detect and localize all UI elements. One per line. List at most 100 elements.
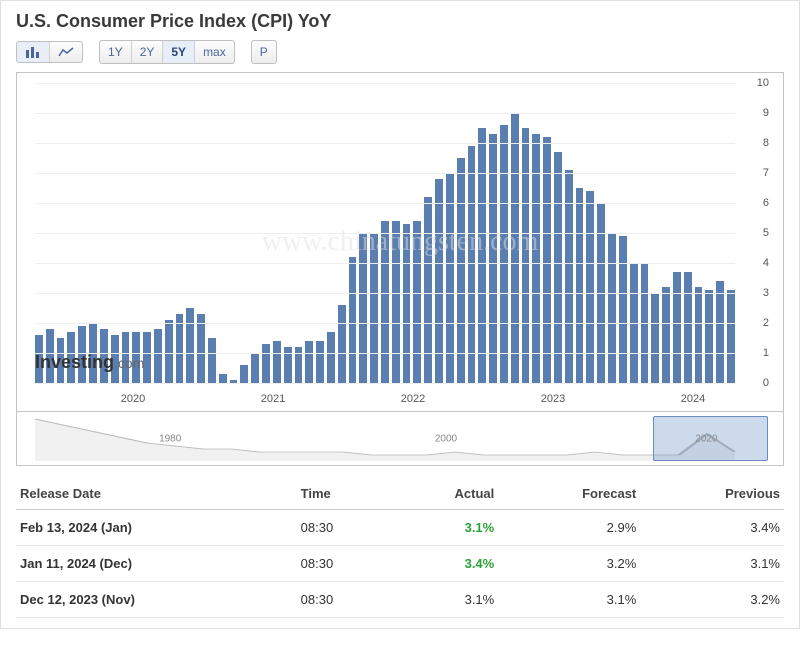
col-header: Forecast bbox=[498, 478, 640, 510]
table-row[interactable]: Feb 13, 2024 (Jan)08:303.1%2.9%3.4% bbox=[16, 510, 784, 546]
bar bbox=[327, 332, 335, 383]
bar bbox=[446, 173, 454, 383]
y-tick: 9 bbox=[763, 107, 769, 119]
x-tick: 2024 bbox=[681, 393, 705, 405]
bar bbox=[165, 320, 173, 383]
bar bbox=[695, 287, 703, 383]
cell: 3.1% bbox=[389, 582, 498, 618]
y-tick: 5 bbox=[763, 227, 769, 239]
bar bbox=[727, 290, 735, 383]
cell: Jan 11, 2024 (Dec) bbox=[16, 546, 297, 582]
y-tick: 8 bbox=[763, 137, 769, 149]
chart-type-bars-button[interactable] bbox=[17, 42, 50, 62]
bar bbox=[716, 281, 724, 383]
table-row[interactable]: Dec 12, 2023 (Nov)08:303.1%3.1%3.2% bbox=[16, 582, 784, 618]
bar bbox=[197, 314, 205, 383]
bar bbox=[208, 338, 216, 383]
print-button[interactable]: P bbox=[252, 41, 276, 63]
chart-type-group bbox=[16, 41, 83, 63]
chart-toolbar: 1Y2Y5Ymax P bbox=[16, 40, 784, 64]
cell: 2.9% bbox=[498, 510, 640, 546]
bar bbox=[392, 221, 400, 383]
bar bbox=[662, 287, 670, 383]
mini-x-tick: 2000 bbox=[435, 433, 457, 444]
print-group: P bbox=[251, 40, 277, 64]
bar bbox=[684, 272, 692, 383]
cell: 3.1% bbox=[640, 546, 784, 582]
cell: 3.1% bbox=[498, 582, 640, 618]
bar bbox=[522, 128, 530, 383]
bar bbox=[424, 197, 432, 383]
y-tick: 0 bbox=[763, 377, 769, 389]
y-tick: 10 bbox=[757, 77, 769, 89]
range-max-button[interactable]: max bbox=[195, 41, 234, 63]
range-group: 1Y2Y5Ymax bbox=[99, 40, 235, 64]
cell: 3.4% bbox=[640, 510, 784, 546]
range-5y-button[interactable]: 5Y bbox=[163, 41, 195, 63]
col-header: Time bbox=[297, 478, 390, 510]
x-tick: 2021 bbox=[261, 393, 285, 405]
bar bbox=[359, 233, 367, 383]
bar bbox=[554, 152, 562, 383]
col-header: Release Date bbox=[16, 478, 297, 510]
bar bbox=[468, 146, 476, 383]
bar bbox=[186, 308, 194, 383]
x-tick: 2023 bbox=[541, 393, 565, 405]
y-tick: 7 bbox=[763, 167, 769, 179]
bar bbox=[316, 341, 324, 383]
x-tick: 2020 bbox=[121, 393, 145, 405]
bar bbox=[273, 341, 281, 383]
range-2y-button[interactable]: 2Y bbox=[132, 41, 164, 63]
chart-type-line-button[interactable] bbox=[50, 42, 82, 62]
y-tick: 2 bbox=[763, 317, 769, 329]
bar bbox=[608, 233, 616, 383]
cell: 08:30 bbox=[297, 582, 390, 618]
table-row[interactable]: Jan 11, 2024 (Dec)08:303.4%3.2%3.1% bbox=[16, 546, 784, 582]
col-header: Previous bbox=[640, 478, 784, 510]
bar bbox=[673, 272, 681, 383]
bar bbox=[219, 374, 227, 383]
range-1y-button[interactable]: 1Y bbox=[100, 41, 132, 63]
page-title: U.S. Consumer Price Index (CPI) YoY bbox=[16, 11, 784, 32]
x-tick: 2022 bbox=[401, 393, 425, 405]
y-tick: 3 bbox=[763, 287, 769, 299]
y-tick: 6 bbox=[763, 197, 769, 209]
investing-logo: Investing.com bbox=[35, 352, 144, 373]
logo-text: Investing bbox=[35, 352, 114, 372]
cell: Dec 12, 2023 (Nov) bbox=[16, 582, 297, 618]
cell: 08:30 bbox=[297, 546, 390, 582]
bar bbox=[478, 128, 486, 383]
bar bbox=[349, 257, 357, 383]
cell: 08:30 bbox=[297, 510, 390, 546]
bar bbox=[457, 158, 465, 383]
bar bbox=[489, 134, 497, 383]
cell: 3.2% bbox=[498, 546, 640, 582]
bar bbox=[500, 125, 508, 383]
bar bbox=[240, 365, 248, 383]
bar bbox=[619, 236, 627, 383]
bar bbox=[403, 224, 411, 383]
bar bbox=[305, 341, 313, 383]
cell: Feb 13, 2024 (Jan) bbox=[16, 510, 297, 546]
bar bbox=[251, 353, 259, 383]
bar bbox=[705, 290, 713, 383]
mini-x-tick: 1980 bbox=[159, 433, 181, 444]
bar bbox=[154, 329, 162, 383]
main-chart: 01234567891020202021202220232024 www.chi… bbox=[16, 72, 784, 412]
bar bbox=[413, 221, 421, 383]
cell: 3.1% bbox=[389, 510, 498, 546]
bar bbox=[565, 170, 573, 383]
cell: 3.2% bbox=[640, 582, 784, 618]
bar bbox=[511, 113, 519, 383]
bar bbox=[176, 314, 184, 383]
bar bbox=[651, 293, 659, 383]
bar bbox=[586, 191, 594, 383]
logo-suffix: .com bbox=[114, 355, 144, 371]
mini-x-tick: 2020 bbox=[695, 433, 717, 444]
bar bbox=[381, 221, 389, 383]
y-tick: 1 bbox=[763, 347, 769, 359]
bar bbox=[338, 305, 346, 383]
bar bbox=[262, 344, 270, 383]
y-tick: 4 bbox=[763, 257, 769, 269]
range-navigator[interactable]: 1980 2000 2020 bbox=[16, 412, 784, 466]
